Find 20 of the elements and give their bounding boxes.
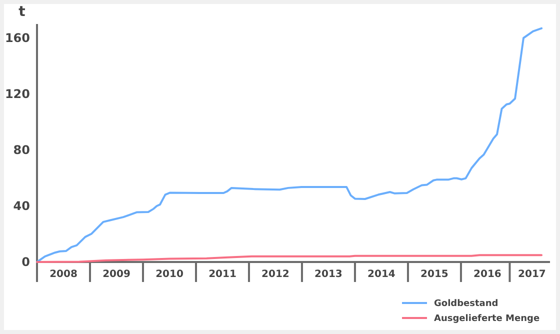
x-tick-label: 2011 <box>208 269 236 280</box>
x-tick-label: 2017 <box>518 269 546 280</box>
x-tick-label: 2016 <box>474 269 502 280</box>
x-tick-label: 2014 <box>368 269 396 280</box>
legend-label: Ausgelieferte Menge <box>434 314 540 324</box>
y-tick-label: 160 <box>4 31 30 46</box>
y-tick-label: 80 <box>13 143 30 158</box>
legend-label: Goldbestand <box>434 299 498 310</box>
x-tick-label: 2008 <box>50 269 78 280</box>
y-axis-title: t <box>18 4 26 20</box>
x-tick-label: 2012 <box>262 269 290 280</box>
y-tick-label: 0 <box>22 255 30 270</box>
x-tick-label: 2009 <box>102 269 130 280</box>
x-tick-label: 2010 <box>156 269 184 280</box>
y-tick-label: 40 <box>13 199 30 214</box>
line-series <box>36 254 543 263</box>
y-tick-label: 120 <box>4 87 30 102</box>
x-tick-label: 2015 <box>420 269 448 280</box>
line-series <box>36 27 543 263</box>
x-tick-label: 2013 <box>314 269 342 280</box>
